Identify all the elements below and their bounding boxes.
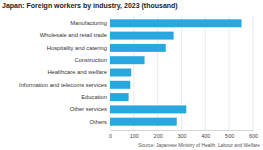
- tick-label: 300: [177, 133, 186, 139]
- tick: 0: [109, 130, 112, 139]
- bar: [110, 69, 131, 77]
- bar: [110, 19, 242, 27]
- tick: 400: [201, 130, 210, 139]
- axis-line: [111, 130, 254, 131]
- bar: [110, 56, 145, 64]
- source: Source: Japanese Ministry of Health, Lab…: [138, 143, 260, 148]
- tick: Healthcare and welfare: [47, 69, 110, 75]
- tick-label: Other services: [70, 106, 107, 112]
- tick-label: 400: [201, 133, 210, 139]
- tick-label: 500: [225, 133, 234, 139]
- bar: [110, 105, 186, 113]
- tick: Wholesale and retail trade: [40, 32, 110, 38]
- bar: [110, 93, 129, 101]
- tick: Information and telecoms services: [19, 82, 110, 88]
- tick: 600: [249, 130, 258, 139]
- tick-label: Education: [81, 94, 107, 100]
- tick-label: Healthcare and welfare: [47, 69, 107, 75]
- y-axis: Manufacturing Wholesale and retail trade H…: [19, 20, 110, 124]
- tick-label: Others: [90, 119, 107, 125]
- tick: 500: [225, 130, 234, 139]
- grid: [110, 15, 253, 130]
- x-axis: 0 100 200 300 400 500 600: [109, 130, 258, 139]
- tick: 200: [154, 130, 163, 139]
- tick: Education: [81, 94, 110, 100]
- tick: Hospitality and catering: [47, 45, 110, 51]
- tick-label: 100: [130, 133, 139, 139]
- tick-label: Information and telecoms services: [19, 82, 107, 88]
- tick-label: Hospitality and catering: [47, 45, 107, 51]
- bars: [110, 19, 242, 125]
- tick-label: Wholesale and retail trade: [40, 32, 107, 38]
- tick-label: Construction: [74, 57, 107, 63]
- tick: Manufacturing: [70, 20, 110, 26]
- bar: [110, 44, 166, 52]
- title: Japan: Foreign workers by industry, 2023…: [2, 2, 178, 10]
- chart: Japan: Foreign workers by industry, 2023…: [0, 0, 263, 150]
- grid-line: [205, 15, 206, 130]
- tick: Other services: [70, 106, 110, 112]
- grid-line: [229, 15, 230, 130]
- tick-label: 0: [109, 133, 112, 139]
- tick-label: 200: [154, 133, 163, 139]
- tick: 300: [177, 130, 186, 139]
- tick-label: Manufacturing: [70, 20, 107, 26]
- tick: Construction: [74, 57, 110, 63]
- tick: Others: [90, 119, 110, 125]
- grid-line: [253, 15, 254, 130]
- bar: [110, 118, 177, 126]
- plot: 0 100 200 300 400 500 600 Manufacturing Wholesal…: [19, 15, 258, 139]
- bar: [110, 32, 174, 40]
- tick-label: 600: [249, 133, 258, 139]
- bar: [110, 81, 130, 89]
- tick: 100: [130, 130, 139, 139]
